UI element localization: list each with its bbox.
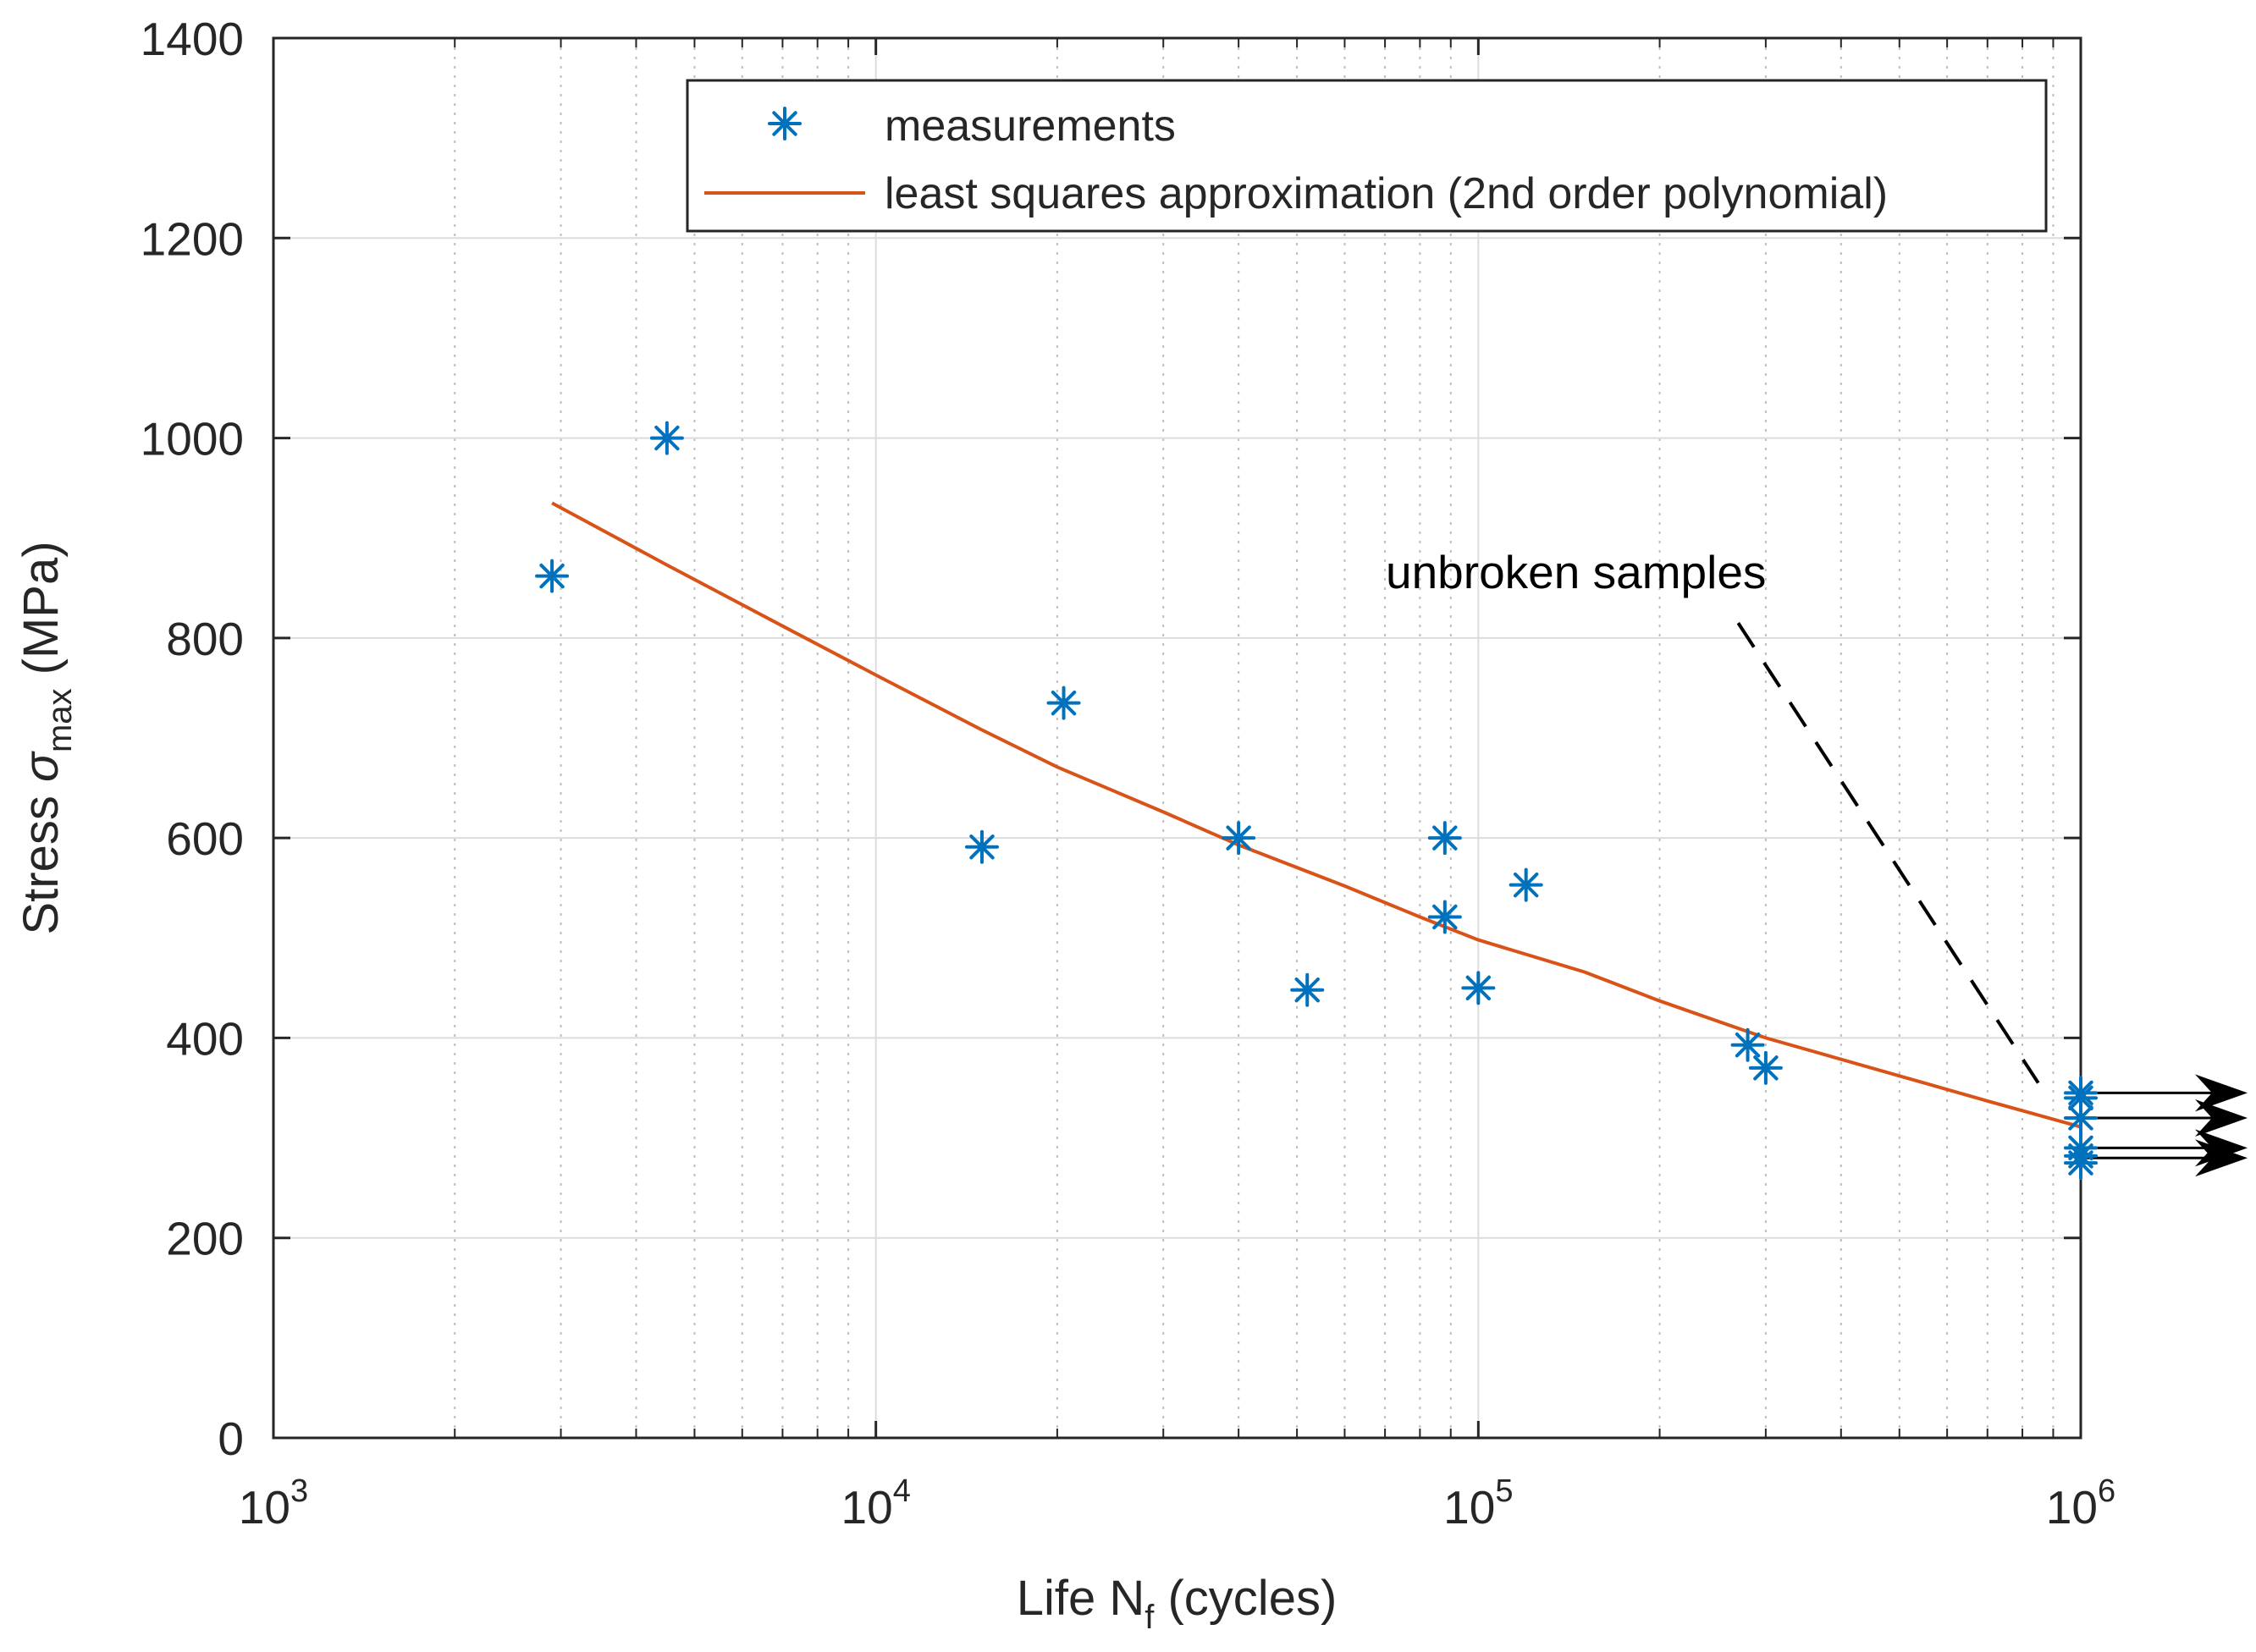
x-tick-base: 10 [841, 1481, 893, 1534]
runout-arrow-head [2195, 1074, 2248, 1112]
x-tick-exponent: 4 [893, 1473, 911, 1509]
y-tick-labels: 0 200 400 600 800 1000 1200 1400 [141, 13, 244, 1465]
legend: measurements least squares approximation… [686, 79, 2048, 233]
runout-arrow [2081, 1099, 2248, 1137]
measurement-point [1427, 821, 1462, 856]
y-tick-label: 1200 [141, 212, 244, 265]
y-tick-label: 400 [166, 1012, 244, 1065]
minor-gridlines [454, 38, 2055, 1438]
annotation-unbroken-samples: unbroken samples [1386, 546, 1766, 598]
y-tick-label: 1400 [141, 13, 244, 65]
marker-stroke [772, 111, 797, 136]
axis-ticks [272, 36, 2082, 1440]
y-axis-label-suffix: (MPa) [14, 541, 69, 688]
measurement-point [1461, 971, 1496, 1005]
plot-area [273, 38, 2081, 1438]
marker-stroke [1294, 977, 1320, 1003]
marker-stroke [2068, 1150, 2093, 1176]
legend-label-fit: least squares approximation (2nd order p… [885, 169, 1888, 218]
measurement-point [1427, 900, 1462, 934]
marker-stroke [1735, 1032, 1761, 1058]
measurement-point [1290, 972, 1325, 1007]
x-axis-label-suffix: (cycles) [1154, 1571, 1337, 1626]
plot-frame [272, 36, 2082, 1440]
fit-curve [551, 501, 2082, 1129]
marker-stroke [1432, 904, 1458, 930]
x-axis-label-subscript: f [1145, 1599, 1155, 1636]
annotation: unbroken samples [1386, 546, 2040, 1084]
marker-stroke [539, 563, 565, 589]
runout-arrow [2081, 1139, 2248, 1177]
runout-arrow-head [2195, 1099, 2248, 1137]
x-tick-base: 10 [239, 1481, 290, 1534]
measurement-point [535, 559, 570, 593]
measurement-point [1730, 1027, 1765, 1062]
measurement-point [1509, 867, 1543, 902]
measurement-point [649, 421, 684, 455]
y-tick-label: 0 [218, 1412, 244, 1465]
runout-arrows [2081, 1074, 2248, 1177]
x-tick-exponent: 5 [1495, 1473, 1513, 1509]
legend-marker-measurements [768, 107, 802, 140]
x-tick-base: 10 [2046, 1481, 2098, 1534]
marker-stroke [1513, 872, 1539, 898]
x-tick-exponent: 6 [2098, 1473, 2115, 1509]
legend-box [686, 79, 2048, 233]
x-tick-labels: 103 104 105 106 [239, 1473, 2115, 1534]
measurement-point [964, 829, 999, 864]
legend-label-measurements: measurements [885, 102, 1176, 151]
measurement-markers [535, 421, 2098, 1181]
measurement-point [1222, 821, 1256, 856]
y-tick-label: 200 [166, 1213, 244, 1265]
measurement-point [1748, 1050, 1783, 1085]
y-axis-label-main: Stress [14, 782, 69, 935]
y-tick-label: 1000 [141, 413, 244, 465]
y-axis-label: Stress σmax (MPa) [14, 541, 79, 934]
x-tick-base: 10 [1443, 1481, 1495, 1534]
x-tick-label: 106 [2046, 1473, 2115, 1534]
legend-asterisk [768, 107, 802, 140]
marker-stroke [1753, 1055, 1779, 1081]
measurement-point [2064, 1100, 2098, 1135]
y-axis-label-subscript: max [41, 688, 79, 752]
runout-arrow-head [2195, 1139, 2248, 1177]
runout-arrow [2081, 1074, 2248, 1112]
marker-stroke [969, 834, 995, 860]
x-tick-label: 105 [1443, 1473, 1513, 1534]
y-tick-label: 600 [166, 812, 244, 865]
x-tick-label: 104 [841, 1473, 911, 1534]
marker-stroke [1432, 825, 1458, 851]
marker-stroke [1226, 825, 1251, 851]
x-tick-label: 103 [239, 1473, 308, 1534]
x-axis-label: Life Nf (cycles) [1017, 1571, 1338, 1636]
measurement-point [2064, 1146, 2098, 1181]
x-axis-label-main: Life N [1017, 1571, 1145, 1626]
x-tick-exponent: 3 [290, 1473, 308, 1509]
marker-stroke [2068, 1105, 2093, 1131]
marker-stroke [1465, 975, 1492, 1001]
y-axis-label-symbol: σ [14, 751, 69, 782]
measurement-point [1046, 686, 1081, 720]
marker-stroke [654, 425, 680, 451]
marker-stroke [1051, 690, 1077, 716]
y-tick-label: 800 [166, 613, 244, 665]
marker-stroke [2068, 1085, 2093, 1111]
